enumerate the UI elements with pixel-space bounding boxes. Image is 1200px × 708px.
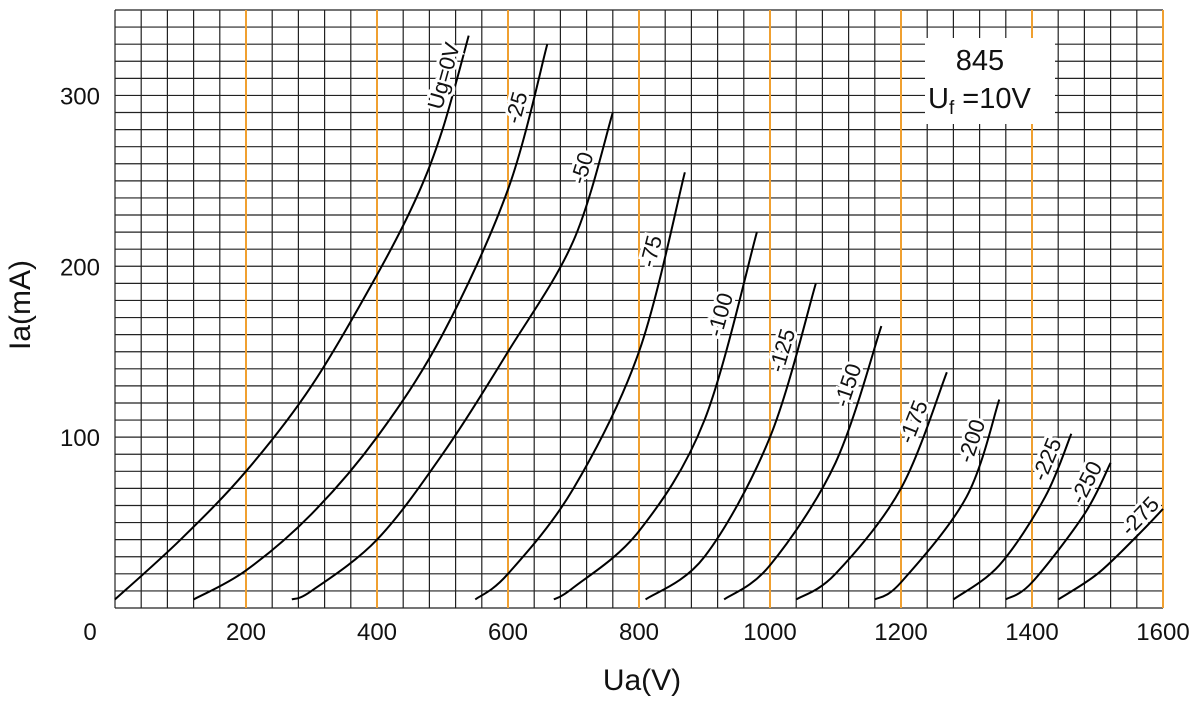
grid-accent <box>245 10 1164 608</box>
x-tick-label: 1600 <box>1136 619 1189 646</box>
x-tick-label: 600 <box>488 619 528 646</box>
curve-10 <box>1005 462 1112 601</box>
chart-subtitle: Uf =10V <box>928 83 1031 119</box>
curves <box>114 35 1164 601</box>
y-tick-label: 200 <box>60 254 100 281</box>
y-axis-title: Ia(mA) <box>4 260 37 350</box>
curve-3 <box>474 172 686 601</box>
curve-4 <box>553 231 758 601</box>
subtitle-rest: =10V <box>954 83 1031 115</box>
x-axis-title: Ua(V) <box>603 664 681 697</box>
curve-11 <box>1057 508 1164 601</box>
x-tick-label: 0 <box>83 619 96 646</box>
subtitle-subscript: f <box>949 98 955 119</box>
y-tick-labels: 100 200 300 <box>60 83 100 452</box>
x-tick-label: 1400 <box>1005 619 1058 646</box>
y-tick-label: 300 <box>60 83 100 110</box>
x-tick-labels: 0 200 400 600 800 1000 1200 1400 1600 <box>83 619 1189 646</box>
x-tick-label: 800 <box>619 619 659 646</box>
subtitle-main: U <box>928 83 949 115</box>
curve-6 <box>723 325 883 601</box>
legend-box <box>925 38 1055 124</box>
x-tick-label: 1000 <box>743 619 796 646</box>
curve-9 <box>952 433 1073 601</box>
chart-title: 845 <box>956 45 1004 77</box>
curve-1 <box>193 43 549 601</box>
x-tick-label: 1200 <box>874 619 927 646</box>
curve-2 <box>291 112 614 601</box>
curve-5 <box>644 283 817 601</box>
curve-8 <box>874 399 1001 601</box>
x-tick-label: 200 <box>226 619 266 646</box>
x-tick-label: 400 <box>357 619 397 646</box>
y-tick-label: 100 <box>60 425 100 452</box>
curve-0 <box>114 35 470 601</box>
curve-7 <box>795 371 948 601</box>
